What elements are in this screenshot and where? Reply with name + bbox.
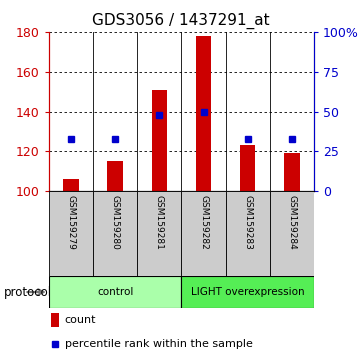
Text: protocol: protocol xyxy=(4,286,52,298)
Bar xyxy=(284,153,300,191)
Text: GSM159281: GSM159281 xyxy=(155,195,164,250)
FancyBboxPatch shape xyxy=(226,191,270,276)
Bar xyxy=(240,145,256,191)
Bar xyxy=(51,313,59,327)
Bar xyxy=(152,90,167,191)
Text: GSM159283: GSM159283 xyxy=(243,195,252,250)
FancyBboxPatch shape xyxy=(49,191,93,276)
FancyBboxPatch shape xyxy=(182,276,314,308)
FancyBboxPatch shape xyxy=(93,191,137,276)
Text: count: count xyxy=(65,315,96,325)
Text: GSM159282: GSM159282 xyxy=(199,195,208,250)
Text: GSM159279: GSM159279 xyxy=(66,195,75,250)
Text: control: control xyxy=(97,287,133,297)
FancyBboxPatch shape xyxy=(181,191,226,276)
Bar xyxy=(196,36,211,191)
Bar xyxy=(63,179,79,191)
FancyBboxPatch shape xyxy=(270,191,314,276)
FancyBboxPatch shape xyxy=(137,191,181,276)
Text: LIGHT overexpression: LIGHT overexpression xyxy=(191,287,305,297)
FancyBboxPatch shape xyxy=(49,276,182,308)
Text: GDS3056 / 1437291_at: GDS3056 / 1437291_at xyxy=(92,12,269,29)
Text: GSM159280: GSM159280 xyxy=(110,195,119,250)
Bar xyxy=(107,161,123,191)
Text: GSM159284: GSM159284 xyxy=(287,195,296,250)
Text: percentile rank within the sample: percentile rank within the sample xyxy=(65,339,253,349)
